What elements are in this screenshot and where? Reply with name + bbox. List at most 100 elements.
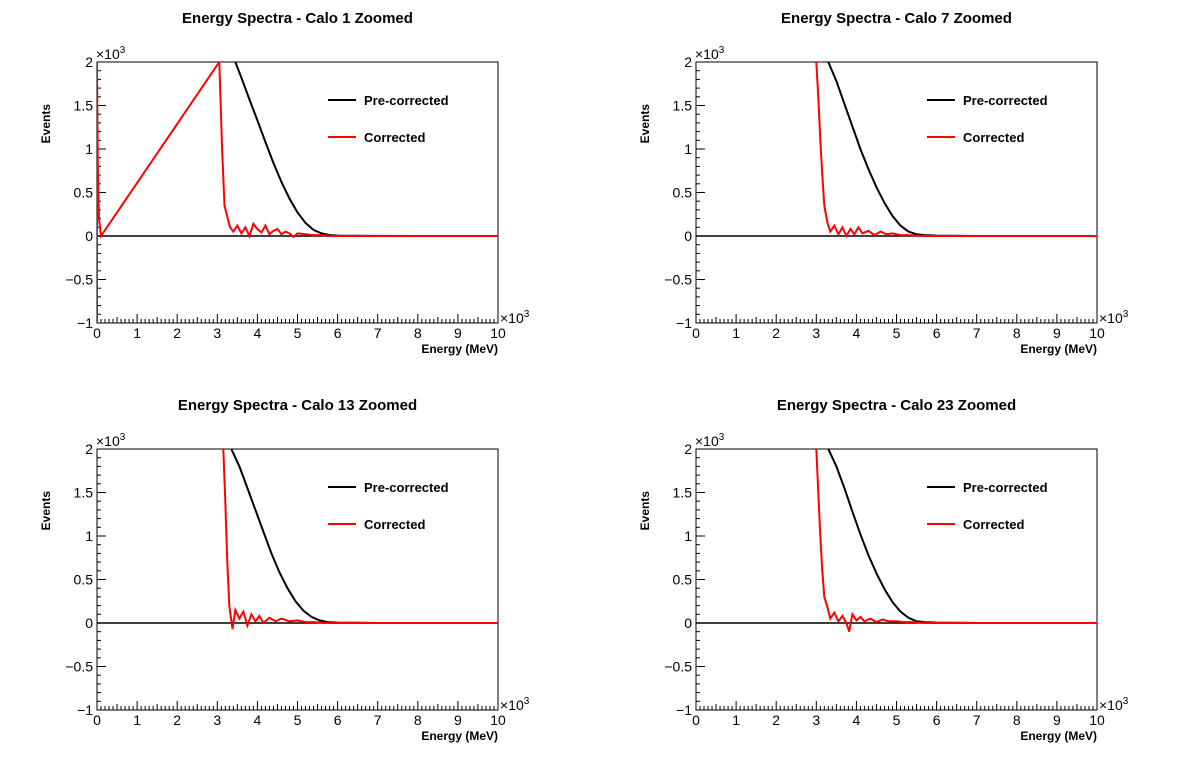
- x-multiplier-base: ×10: [1099, 697, 1123, 713]
- y-tick-label: −1: [77, 315, 93, 331]
- x-tick-label: 1: [732, 325, 740, 341]
- chart-panel-3: Energy Spectra - Calo 13 Zoomed 0 1 2 3 4 5 6 7 8…: [39, 397, 530, 743]
- y-multiplier-base: ×10: [695, 433, 719, 449]
- y-tick-label: 1.5: [74, 485, 94, 501]
- x-tick-label: 0: [692, 712, 700, 728]
- y-tick-label: 1: [684, 141, 692, 157]
- x-multiplier-exponent: 3: [524, 309, 530, 320]
- y-axis-label: Events: [39, 491, 53, 531]
- series-line-precorrected: [230, 449, 498, 624]
- x-tick-label: 5: [294, 712, 302, 728]
- x-tick-label: 9: [454, 712, 462, 728]
- x-tick-label: 8: [1013, 325, 1021, 341]
- x-tick-label: 7: [973, 712, 981, 728]
- legend-label: Pre-corrected: [364, 480, 449, 495]
- x-tick-label: 8: [414, 325, 422, 341]
- x-axis-label: Energy (MeV): [421, 729, 498, 743]
- x-tick-label: 5: [893, 325, 901, 341]
- legend-label: Corrected: [364, 517, 425, 532]
- x-tick-label: 6: [334, 325, 342, 341]
- x-tick-label: 0: [692, 325, 700, 341]
- y-multiplier-exponent: 3: [120, 432, 126, 443]
- chart-panel-4: Energy Spectra - Calo 23 Zoomed 0 1 2 3 4 5 6 7 8…: [638, 397, 1129, 743]
- y-tick-label: −0.5: [65, 659, 93, 675]
- y-tick-label: 0: [684, 228, 692, 244]
- x-tick-label: 10: [490, 712, 506, 728]
- legend-label: Pre-corrected: [963, 93, 1048, 108]
- x-tick-label: 1: [133, 325, 141, 341]
- x-tick-label: 6: [933, 712, 941, 728]
- x-tick-label: 2: [772, 325, 780, 341]
- chart-title: Energy Spectra - Calo 13 Zoomed: [178, 397, 417, 414]
- y-multiplier-exponent: 3: [719, 45, 725, 56]
- y-tick-label: −0.5: [664, 272, 692, 288]
- x-tick-label: 3: [213, 325, 221, 341]
- y-axis-multiplier: ×103: [695, 432, 725, 449]
- x-tick-label: 7: [374, 712, 382, 728]
- y-tick-label: 0: [85, 615, 93, 631]
- x-tick-label: 9: [454, 325, 462, 341]
- y-tick-label: −1: [676, 315, 692, 331]
- x-tick-label: 2: [173, 712, 181, 728]
- y-tick-label: 1.5: [673, 485, 693, 501]
- y-tick-label: 2: [684, 441, 692, 457]
- y-axis-multiplier: ×103: [695, 45, 725, 62]
- x-tick-label: 1: [133, 712, 141, 728]
- x-multiplier-base: ×10: [500, 310, 524, 326]
- y-tick-label: 1: [85, 141, 93, 157]
- series-line-corrected: [815, 449, 1097, 633]
- x-axis-multiplier: ×103: [1099, 696, 1129, 713]
- series-line-corrected: [815, 62, 1097, 239]
- x-tick-label: 10: [490, 325, 506, 341]
- x-tick-label: 8: [414, 712, 422, 728]
- x-tick-label: 10: [1089, 712, 1105, 728]
- series-line-corrected: [97, 62, 498, 323]
- chart-title: Energy Spectra - Calo 23 Zoomed: [777, 397, 1016, 414]
- y-tick-label: −0.5: [65, 272, 93, 288]
- x-tick-label: 10: [1089, 325, 1105, 341]
- x-tick-label: 0: [93, 712, 101, 728]
- y-tick-label: 1: [684, 528, 692, 544]
- y-axis-label: Events: [638, 491, 652, 531]
- x-axis-label: Energy (MeV): [1020, 342, 1097, 356]
- y-tick-label: 1.5: [673, 98, 693, 114]
- x-tick-label: 1: [732, 712, 740, 728]
- series-line-precorrected: [827, 449, 1097, 624]
- x-multiplier-exponent: 3: [1123, 309, 1129, 320]
- y-tick-label: −1: [676, 702, 692, 718]
- y-tick-label: 0.5: [673, 185, 693, 201]
- y-tick-label: 0.5: [74, 572, 94, 588]
- x-tick-label: 9: [1053, 712, 1061, 728]
- x-tick-label: 7: [374, 325, 382, 341]
- y-tick-label: −0.5: [664, 659, 692, 675]
- y-axis-multiplier: ×103: [96, 45, 126, 62]
- y-tick-label: 0: [684, 615, 692, 631]
- x-tick-label: 5: [893, 712, 901, 728]
- y-tick-label: 2: [85, 441, 93, 457]
- x-tick-label: 4: [254, 325, 262, 341]
- chart-title: Energy Spectra - Calo 7 Zoomed: [781, 10, 1012, 27]
- y-axis-label: Events: [638, 104, 652, 144]
- x-tick-label: 4: [853, 712, 861, 728]
- legend-label: Corrected: [963, 130, 1024, 145]
- y-multiplier-base: ×10: [96, 46, 120, 62]
- series-line-precorrected: [827, 62, 1097, 237]
- x-multiplier-exponent: 3: [1123, 696, 1129, 707]
- x-tick-label: 0: [93, 325, 101, 341]
- x-tick-label: 2: [772, 712, 780, 728]
- y-tick-label: −1: [77, 702, 93, 718]
- y-tick-label: 2: [85, 54, 93, 70]
- y-multiplier-exponent: 3: [719, 432, 725, 443]
- y-multiplier-base: ×10: [695, 46, 719, 62]
- x-tick-label: 6: [933, 325, 941, 341]
- legend-label: Pre-corrected: [364, 93, 449, 108]
- x-tick-label: 6: [334, 712, 342, 728]
- x-axis-label: Energy (MeV): [1020, 729, 1097, 743]
- x-axis-multiplier: ×103: [1099, 309, 1129, 326]
- y-tick-label: 0.5: [673, 572, 693, 588]
- x-tick-label: 4: [853, 325, 861, 341]
- series-line-corrected: [222, 449, 498, 630]
- x-tick-label: 2: [173, 325, 181, 341]
- y-tick-label: 1: [85, 528, 93, 544]
